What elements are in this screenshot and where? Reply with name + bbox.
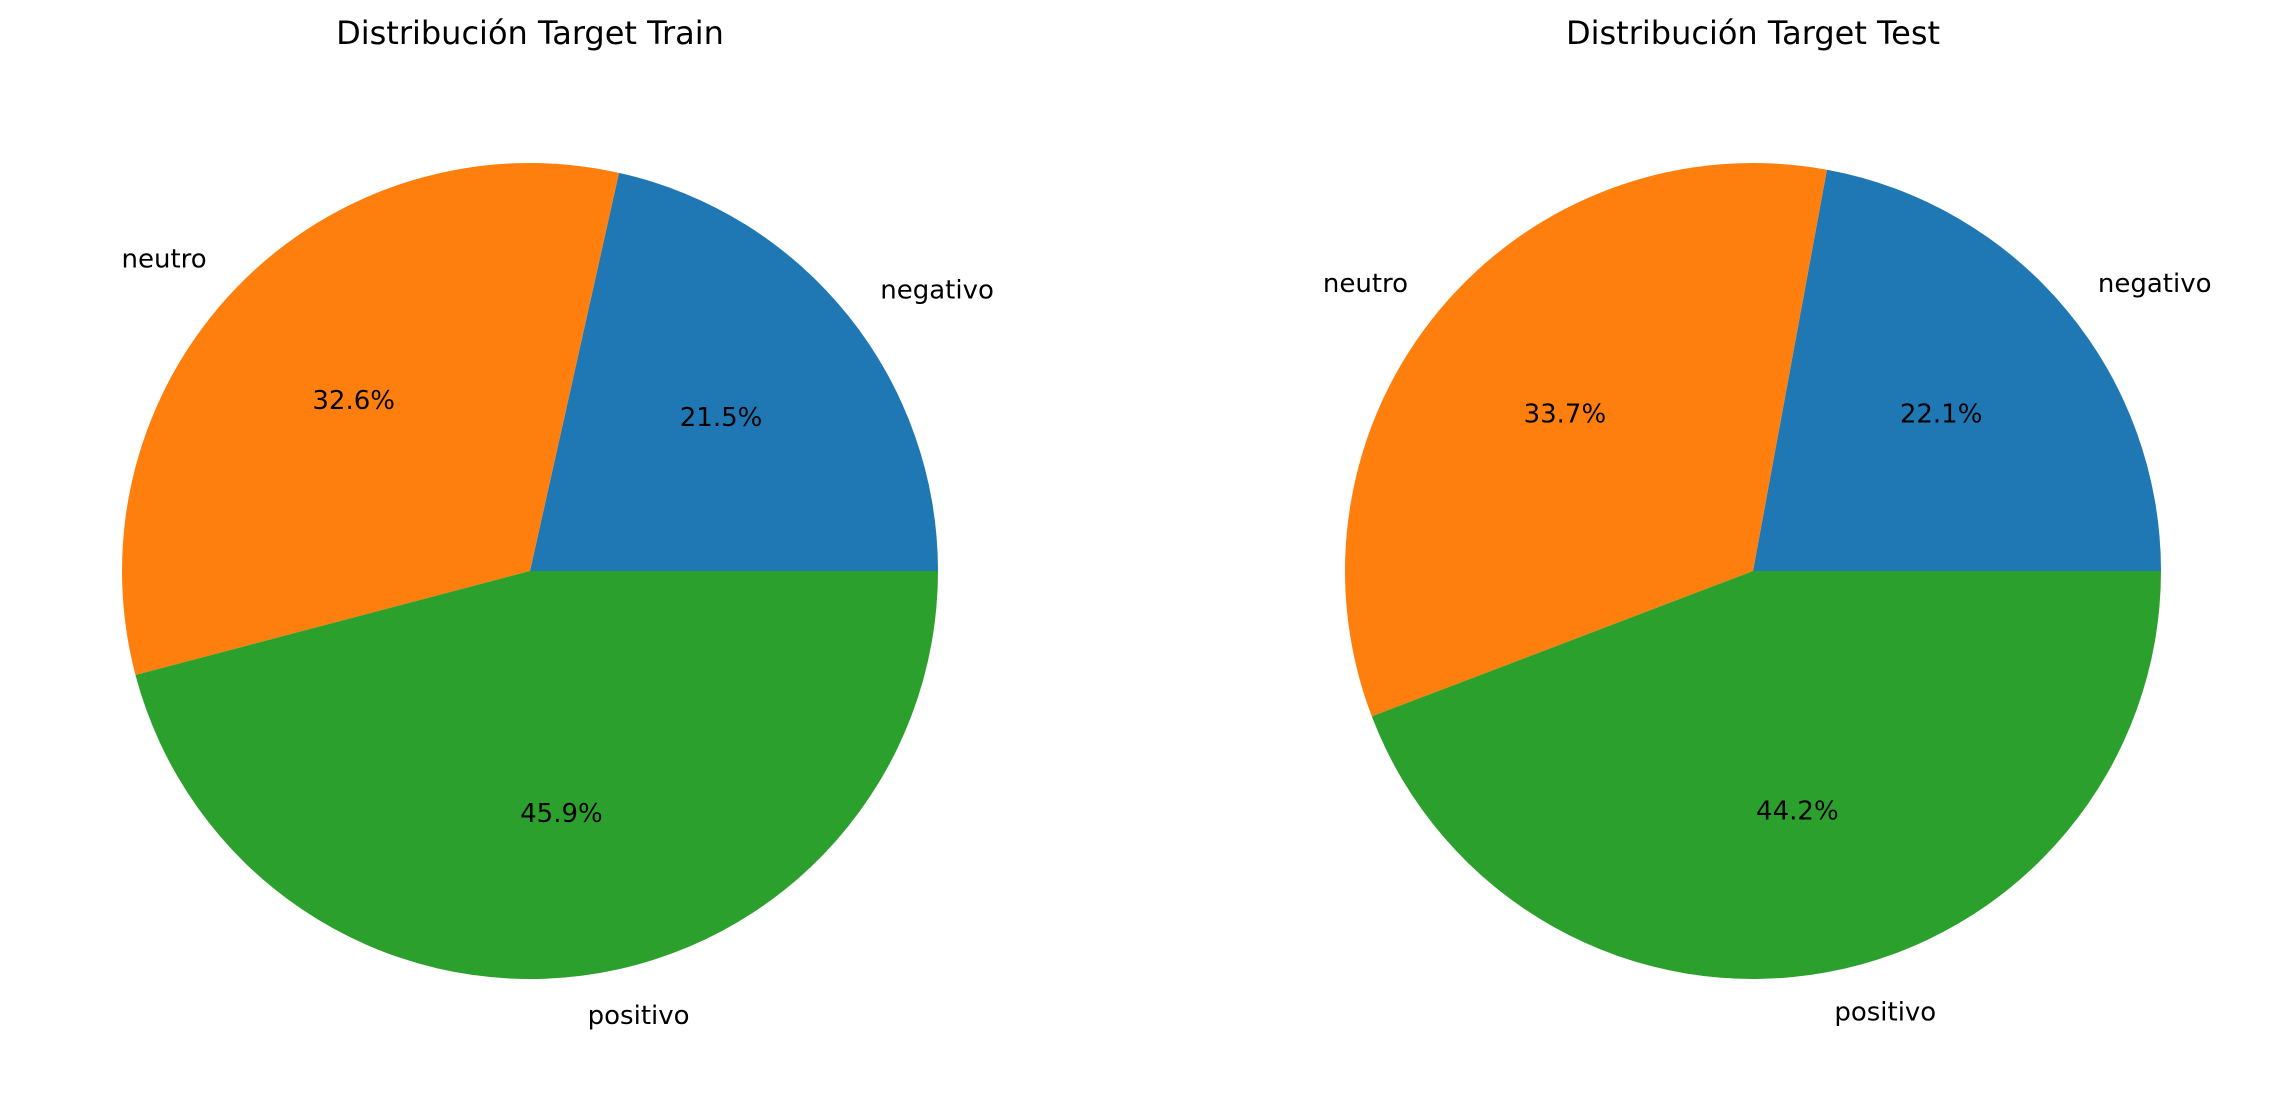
pie-slice-positivo xyxy=(1371,571,2161,980)
pie-chart-train: Distribución Target Train negativo21.5%n… xyxy=(122,14,994,1031)
pie-slice-neutro xyxy=(121,162,620,675)
pie-chart-test: Distribución Target Test negativo22.1%ne… xyxy=(1323,14,2212,1027)
chart-title: Distribución Target Train xyxy=(336,14,724,52)
slice-percent-label: 32.6% xyxy=(312,386,395,416)
pie-slices xyxy=(1345,163,2161,980)
pie-labels: negativo 22.1% neutro 33.7% positivo 44.2% xyxy=(1323,269,2212,1028)
pie-slice-neutro xyxy=(1345,163,1827,717)
slice-label: positivo xyxy=(1834,997,1936,1027)
chart-title: Distribución Target Test xyxy=(1566,14,1940,52)
pie-slice-negativo xyxy=(1753,169,2161,571)
pie-slice-positivo xyxy=(135,571,939,979)
slice-percent-label: 21.5% xyxy=(680,403,763,433)
slice-label: negativo xyxy=(2098,269,2212,299)
slice-label: neutro xyxy=(122,245,207,275)
slice-label: neutro xyxy=(1323,269,1408,299)
slice-percent-label: 45.9% xyxy=(520,799,603,829)
slice-percent-label: 33.7% xyxy=(1524,399,1607,429)
slice-percent-label: 44.2% xyxy=(1756,797,1839,827)
pie-slice-negativo xyxy=(530,172,938,571)
pie-slices xyxy=(121,162,939,979)
slice-label: negativo xyxy=(880,275,994,305)
pie-labels: negativo 21.5% neutro 32.6% positivo 45.9% xyxy=(122,245,994,1031)
slice-label: positivo xyxy=(588,1001,690,1031)
slice-percent-label: 22.1% xyxy=(1900,399,1983,429)
